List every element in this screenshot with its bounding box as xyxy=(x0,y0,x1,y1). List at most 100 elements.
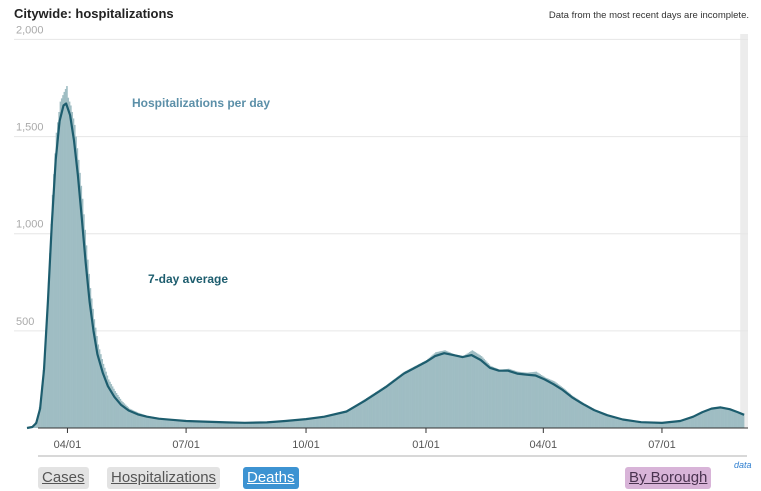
daily-bar xyxy=(492,366,495,428)
daily-bar xyxy=(624,419,626,428)
daily-bar xyxy=(590,407,592,428)
daily-bar xyxy=(37,413,40,428)
daily-bar xyxy=(532,371,535,428)
daily-bar xyxy=(368,396,371,428)
daily-bar xyxy=(519,371,522,428)
daily-bar xyxy=(484,360,487,428)
daily-bar xyxy=(389,382,392,428)
annotation-hospitalizations-per-day: Hospitalizations per day xyxy=(132,96,270,110)
daily-bar xyxy=(41,385,43,428)
daily-bar xyxy=(720,406,723,428)
daily-bar xyxy=(295,419,298,428)
daily-bar xyxy=(506,368,509,428)
daily-bar xyxy=(397,376,399,428)
daily-bar xyxy=(173,419,175,428)
daily-bar xyxy=(175,419,178,428)
daily-bar xyxy=(716,407,719,428)
daily-bar xyxy=(528,372,531,428)
daily-bar xyxy=(573,396,575,428)
daily-bar xyxy=(611,415,613,428)
daily-bar xyxy=(360,401,363,428)
daily-bar xyxy=(251,422,253,428)
daily-bar xyxy=(656,422,659,428)
daily-bar xyxy=(316,417,319,428)
daily-bar xyxy=(552,380,555,428)
daily-bar xyxy=(214,421,217,428)
daily-bar xyxy=(575,398,578,428)
daily-bar xyxy=(531,372,534,428)
by-borough-button[interactable]: By Borough xyxy=(625,467,712,489)
daily-bar xyxy=(664,422,667,428)
daily-bar xyxy=(592,408,595,428)
daily-bar xyxy=(45,330,47,428)
x-tick-label: 10/01 xyxy=(292,439,320,451)
daily-bar xyxy=(226,422,229,428)
daily-bar xyxy=(548,379,551,428)
daily-bar xyxy=(265,422,268,428)
daily-bar xyxy=(312,417,315,428)
daily-bar xyxy=(137,412,140,428)
daily-bar xyxy=(128,408,131,428)
daily-bar xyxy=(63,91,66,428)
daily-bar xyxy=(517,371,519,428)
daily-bar xyxy=(402,372,405,428)
daily-bar xyxy=(281,420,283,428)
daily-bar xyxy=(140,413,143,428)
daily-bar xyxy=(661,422,664,428)
daily-bar xyxy=(359,402,362,428)
daily-bar xyxy=(625,419,628,428)
daily-bar xyxy=(471,350,474,428)
daily-bar xyxy=(279,421,282,428)
daily-bar xyxy=(710,408,712,428)
daily-bar xyxy=(201,421,204,428)
daily-bar xyxy=(156,417,158,428)
daily-bar xyxy=(395,377,398,428)
daily-bar xyxy=(742,413,745,428)
daily-bar xyxy=(660,422,663,428)
daily-bar xyxy=(367,397,369,428)
daily-bar xyxy=(476,353,479,428)
daily-bar xyxy=(377,390,380,428)
daily-bar xyxy=(654,422,656,428)
daily-bar xyxy=(725,407,728,428)
daily-bar xyxy=(733,410,736,428)
daily-bar xyxy=(665,422,668,428)
daily-bar xyxy=(647,422,650,428)
daily-bar xyxy=(154,417,157,428)
daily-bar xyxy=(638,421,641,428)
daily-bar xyxy=(317,417,320,428)
daily-bar xyxy=(420,362,423,428)
daily-bar xyxy=(68,101,71,428)
daily-bar xyxy=(538,373,540,428)
daily-bar xyxy=(222,422,225,428)
daily-bar xyxy=(719,406,721,428)
daily-bar xyxy=(699,412,702,428)
daily-bar xyxy=(83,214,85,428)
deaths-button[interactable]: Deaths xyxy=(243,467,299,489)
daily-bar xyxy=(136,412,139,428)
daily-bar xyxy=(114,391,116,428)
daily-bar xyxy=(500,369,502,428)
daily-bar xyxy=(182,420,184,428)
daily-bar xyxy=(144,415,146,428)
daily-bar xyxy=(356,403,359,428)
daily-bar xyxy=(58,111,60,428)
hospitalizations-chart: 500 1,000 1,500 2,000 04/01 07/01 10/01 01/01 04… xyxy=(14,24,748,451)
daily-bar xyxy=(588,406,591,428)
data-link[interactable]: data xyxy=(734,460,752,470)
hospitalizations-button[interactable]: Hospitalizations xyxy=(107,467,221,489)
daily-bar xyxy=(103,367,106,428)
daily-bar xyxy=(455,354,458,428)
daily-bar xyxy=(238,422,240,428)
cases-button[interactable]: Cases xyxy=(38,467,89,489)
x-tick-label: 04/01 xyxy=(54,439,82,451)
daily-bar xyxy=(551,380,553,428)
daily-bar xyxy=(641,422,643,428)
daily-bar xyxy=(382,386,385,428)
daily-bar xyxy=(629,420,631,428)
daily-bar xyxy=(671,421,673,428)
daily-bar xyxy=(518,371,521,428)
daily-bar xyxy=(535,371,538,428)
daily-bar xyxy=(422,362,424,428)
seven-day-average-line xyxy=(26,102,745,430)
